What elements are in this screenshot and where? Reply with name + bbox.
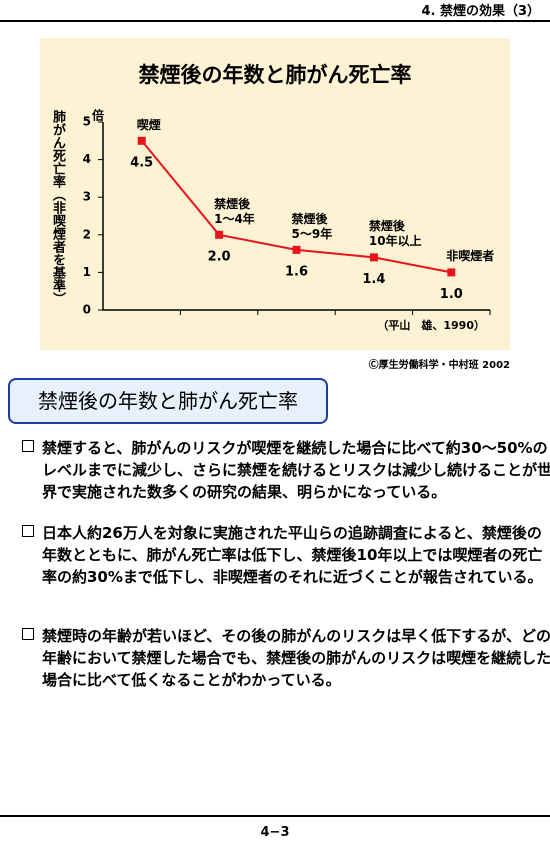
value-label: 1.6 <box>285 264 308 279</box>
y-tick-label: 4 <box>83 152 91 166</box>
footer-rule <box>0 815 550 817</box>
point <box>292 245 301 254</box>
chart-title: 禁煙後の年数と肺がん死亡率 <box>139 63 412 87</box>
chart-panel: 禁煙後の年数と肺がん死亡率 倍 （平山 雄、1990） 0 1 2 3 4 5 4.5 2.0… <box>40 38 510 350</box>
point <box>369 253 378 262</box>
point <box>447 268 456 277</box>
paragraph: 日本人約26万人を対象に実施された平山らの追跡調査によると、禁煙後の年数とともに… <box>22 522 550 588</box>
y-tick-label: 2 <box>83 227 91 241</box>
value-label: 4.5 <box>130 155 153 170</box>
point <box>215 230 224 239</box>
chart: 禁煙後の年数と肺がん死亡率 倍 （平山 雄、1990） 0 1 2 3 4 5 4.5 2.0… <box>83 63 491 332</box>
credit: Ⓒ厚生労働科学・中村班 2002 <box>368 360 510 371</box>
category-label: 禁煙後 1〜4年 <box>214 196 255 226</box>
value-label: 1.0 <box>440 287 463 302</box>
y-tick-label: 0 <box>83 303 91 317</box>
header-rule <box>0 20 550 22</box>
header-title: 4. 禁煙の効果（3） <box>421 4 540 19</box>
category-label: 非喫煙者 <box>446 249 495 264</box>
y-tick-label: 5 <box>83 115 91 129</box>
category-label: 禁煙後 5〜9年 <box>291 211 333 241</box>
chart-note: （平山 雄、1990） <box>377 318 485 332</box>
category-label: 喫煙 <box>136 117 161 132</box>
value-label: 2.0 <box>208 249 231 264</box>
page-number: 4−3 <box>260 825 290 840</box>
paragraph: 禁煙すると、肺がんのリスクが喫煙を継続した場合に比べて約30〜50%のレベルまで… <box>22 437 550 503</box>
category-label: 禁煙後 10年以上 <box>368 219 422 249</box>
y-axis-label: 肺がん死亡率（非喫煙者を基準） <box>50 110 65 305</box>
section-heading: 禁煙後の年数と肺がん死亡率 <box>8 378 328 424</box>
y-tick-label: 3 <box>83 190 91 204</box>
paragraph: 禁煙時の年齢が若いほど、その後の肺がんのリスクは早く低下するが、どの年齢において… <box>22 625 550 691</box>
value-label: 1.4 <box>362 272 385 287</box>
point <box>137 136 146 145</box>
y-unit: 倍 <box>92 108 104 123</box>
y-tick-label: 1 <box>83 265 91 279</box>
